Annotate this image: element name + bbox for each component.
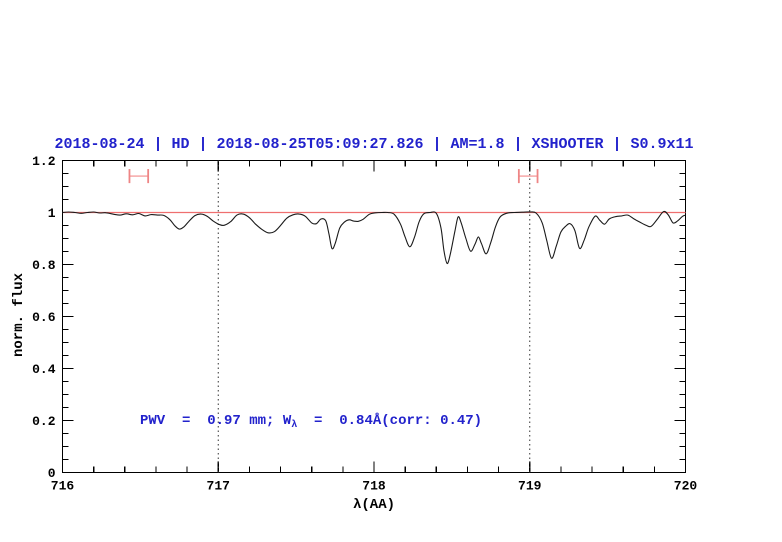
y-tick-label-1: 1	[48, 206, 56, 221]
x-tick-label-717: 717	[207, 479, 230, 494]
pwv-annotation-text: PWV = 0.97 mm; W	[140, 413, 292, 429]
x-tick-label-719: 719	[518, 479, 542, 494]
y-tick-label-0.2: 0.2	[32, 414, 56, 429]
plot-title: 2018-08-24 | HD | 2018-08-25T05:09:27.82…	[54, 136, 694, 153]
x-tick-label-718: 718	[362, 479, 386, 494]
lambda-subscript: λ	[291, 420, 298, 431]
pwv-annotation: PWV = 0.97 mm; Wλ = 0.84Å(corr: 0.47)	[140, 413, 482, 431]
y-tick-label-0.6: 0.6	[32, 310, 56, 325]
x-tick-label-720: 720	[674, 479, 698, 494]
y-tick-label-0.4: 0.4	[32, 362, 56, 377]
pwv-annotation-value: = 0.84Å(corr: 0.47)	[297, 413, 483, 429]
y-tick-label-1.2: 1.2	[32, 154, 56, 169]
y-tick-label-0.8: 0.8	[32, 258, 56, 273]
y-tick-label-0: 0	[48, 466, 56, 481]
x-axis-label: λ(AA)	[352, 497, 395, 513]
x-tick-label-716: 716	[51, 479, 75, 494]
spectrum-line	[62, 210, 686, 265]
